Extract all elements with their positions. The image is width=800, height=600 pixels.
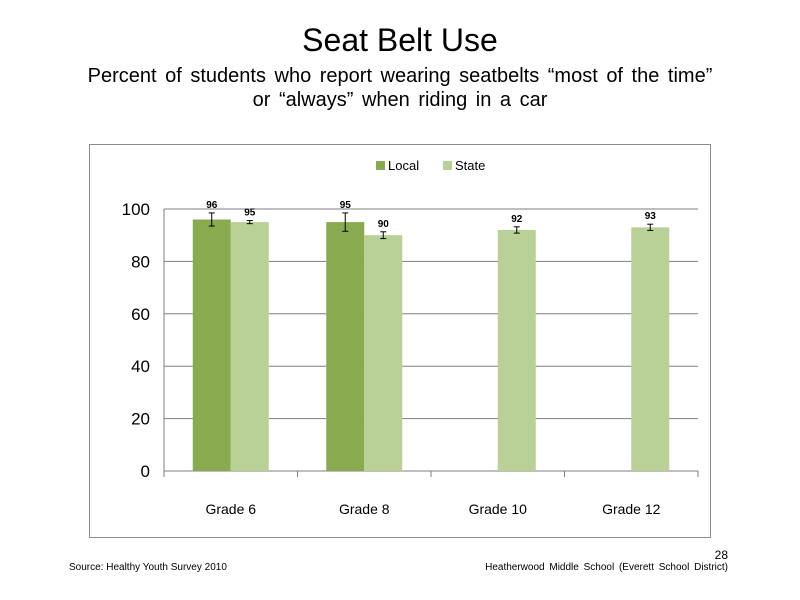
source-note: Source: Healthy Youth Survey 2010 bbox=[69, 562, 227, 573]
legend-label-state: State bbox=[455, 158, 485, 173]
y-tick-label: 80 bbox=[131, 252, 150, 271]
school-name: Heatherwood Middle School (Everett Schoo… bbox=[485, 562, 728, 573]
bar-state bbox=[631, 227, 670, 471]
bar-local bbox=[192, 219, 231, 471]
data-label: 95 bbox=[340, 200, 352, 211]
slide-subtitle: Percent of students who report wearing s… bbox=[40, 64, 760, 112]
page-number: 28 bbox=[714, 548, 728, 562]
y-tick-label: 20 bbox=[131, 410, 150, 429]
x-tick-label: Grade 12 bbox=[602, 501, 661, 517]
legend-swatch-state bbox=[443, 161, 452, 170]
legend-swatch-local bbox=[376, 161, 385, 170]
bar-state bbox=[497, 229, 536, 471]
chart-frame: 0 20 40 60 80 100 96 95 Grade 6 95 90 Grade 8 92 Grad… bbox=[89, 144, 711, 538]
data-label: 95 bbox=[244, 208, 256, 219]
slide-title: Seat Belt Use bbox=[302, 22, 498, 58]
bar-state bbox=[230, 222, 269, 471]
subtitle-line-2: or “always” when riding in a car bbox=[252, 89, 548, 111]
y-tick-label: 100 bbox=[122, 200, 150, 219]
bar-chart: 0 20 40 60 80 100 96 95 Grade 6 95 90 Grade 8 92 Grad… bbox=[122, 158, 699, 517]
x-tick-label: Grade 10 bbox=[469, 501, 528, 517]
x-tick-label: Grade 6 bbox=[205, 501, 256, 517]
data-label: 96 bbox=[206, 200, 218, 211]
y-tick-label: 0 bbox=[141, 462, 150, 481]
y-tick-label: 40 bbox=[131, 357, 150, 376]
legend-label-local: Local bbox=[388, 158, 419, 173]
bar-local bbox=[326, 222, 365, 471]
bar-state bbox=[364, 235, 403, 471]
data-label: 93 bbox=[645, 211, 657, 222]
x-tick-label: Grade 8 bbox=[339, 501, 390, 517]
subtitle-line-1: Percent of students who report wearing s… bbox=[87, 65, 713, 87]
data-label: 92 bbox=[511, 214, 523, 225]
data-label: 90 bbox=[378, 219, 390, 230]
y-tick-label: 60 bbox=[131, 305, 150, 324]
